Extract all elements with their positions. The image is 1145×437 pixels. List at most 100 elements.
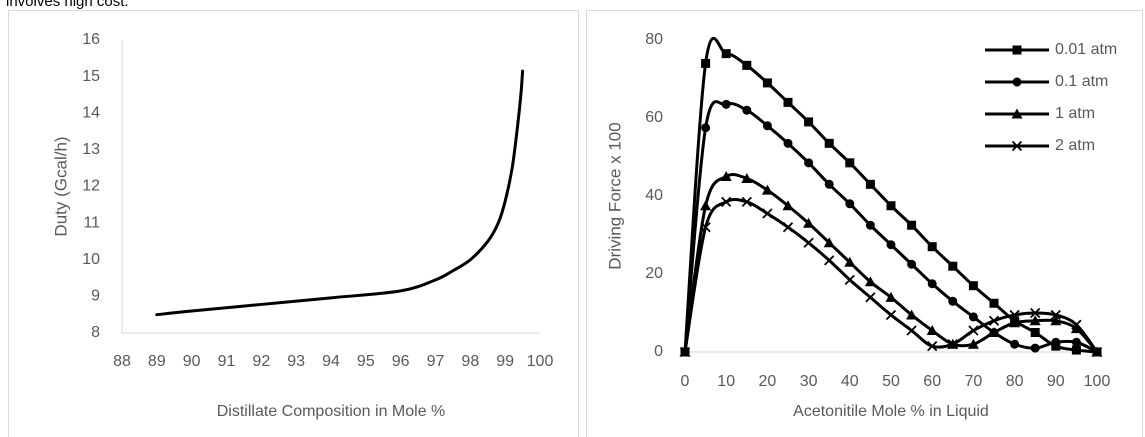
marker — [926, 325, 938, 336]
marker — [1009, 309, 1020, 321]
marker — [804, 158, 814, 168]
marker — [886, 240, 896, 250]
marker — [721, 196, 732, 207]
marker — [782, 200, 794, 211]
y-tick-label: 20 — [645, 265, 663, 282]
series-line — [155, 69, 525, 317]
marker — [1030, 328, 1040, 337]
y-tick-label: 0 — [654, 343, 663, 360]
panel-frame — [8, 10, 579, 437]
marker — [844, 256, 856, 267]
marker — [1030, 343, 1040, 353]
marker — [804, 117, 814, 127]
legend-marker — [1011, 140, 1023, 152]
marker — [761, 184, 773, 195]
marker — [865, 220, 875, 230]
marker — [824, 138, 834, 148]
legend-label: 0.1 atm — [1055, 73, 1108, 90]
marker — [783, 138, 793, 148]
x-tick-label: 97 — [427, 353, 445, 370]
marker — [823, 237, 835, 248]
y-tick-label: 10 — [82, 251, 100, 268]
marker — [1050, 309, 1061, 321]
marker — [845, 199, 855, 209]
marker — [824, 179, 834, 189]
x-tick-label: 94 — [322, 353, 340, 370]
marker — [907, 220, 917, 230]
x-tick-label: 20 — [759, 373, 777, 390]
x-tick-label: 100 — [1084, 373, 1111, 390]
marker — [885, 291, 897, 302]
legend-label: 0.01 atm — [1055, 41, 1117, 58]
marker — [803, 237, 814, 248]
marker — [1010, 339, 1020, 349]
marker — [1051, 337, 1061, 347]
marker — [721, 99, 731, 109]
y-tick-label: 11 — [83, 214, 100, 231]
marker — [988, 315, 1000, 326]
x-tick-label: 60 — [923, 373, 941, 390]
marker — [989, 298, 999, 308]
marker — [762, 121, 772, 131]
y-tick-label: 8 — [91, 324, 100, 341]
x-tick-label: 91 — [218, 353, 236, 370]
marker — [948, 261, 958, 271]
header-text: involves high cost. — [6, 0, 129, 10]
x-tick-label: 30 — [800, 373, 818, 390]
marker — [700, 222, 711, 233]
marker — [742, 60, 752, 70]
marker — [783, 97, 793, 107]
marker — [886, 201, 896, 211]
x-tick-label: 95 — [357, 353, 375, 370]
x-tick-label: 80 — [1006, 373, 1024, 390]
marker — [1071, 345, 1081, 355]
marker — [906, 309, 918, 320]
y-tick-label: 15 — [82, 68, 100, 85]
marker — [741, 196, 752, 207]
marker — [762, 78, 772, 88]
legend-marker — [1012, 45, 1022, 55]
marker — [700, 200, 712, 211]
x-tick-label: 99 — [496, 353, 514, 370]
x-tick-label: 10 — [717, 373, 735, 390]
marker — [947, 339, 958, 350]
legend-label: 2 atm — [1055, 137, 1095, 154]
marker — [864, 276, 876, 287]
x-tick-label: 50 — [882, 373, 900, 390]
x-tick-label: 98 — [461, 353, 479, 370]
marker — [907, 259, 917, 269]
marker — [741, 172, 753, 183]
x-tick-label: 88 — [113, 353, 131, 370]
marker — [1050, 315, 1062, 326]
x-tick-label: 70 — [965, 373, 983, 390]
marker — [701, 123, 711, 133]
marker — [968, 325, 979, 336]
marker — [927, 341, 938, 352]
marker — [721, 49, 731, 59]
marker — [803, 217, 815, 228]
legend-marker — [1012, 77, 1022, 87]
x-axis-label: Distillate Composition in Mole % — [217, 403, 446, 420]
marker — [742, 105, 752, 115]
y-tick-label: 9 — [91, 288, 100, 305]
marker — [885, 309, 897, 321]
y-axis-label: Driving Force x 100 — [605, 122, 624, 269]
x-tick-label: 90 — [1047, 373, 1065, 390]
x-tick-label: 96 — [392, 353, 410, 370]
legend-marker — [1011, 108, 1023, 119]
series-line — [683, 100, 1099, 354]
marker — [701, 58, 711, 68]
marker — [1070, 323, 1082, 334]
y-tick-label: 16 — [82, 31, 100, 48]
marker — [865, 179, 875, 189]
x-tick-label: 93 — [287, 353, 305, 370]
x-tick-label: 100 — [527, 353, 554, 370]
marker — [906, 325, 917, 336]
panel-frame — [586, 10, 1143, 437]
y-tick-label: 80 — [645, 31, 663, 48]
marker — [720, 171, 732, 181]
marker — [1071, 319, 1082, 330]
y-tick-label: 13 — [82, 141, 100, 158]
y-tick-label: 40 — [645, 187, 663, 204]
